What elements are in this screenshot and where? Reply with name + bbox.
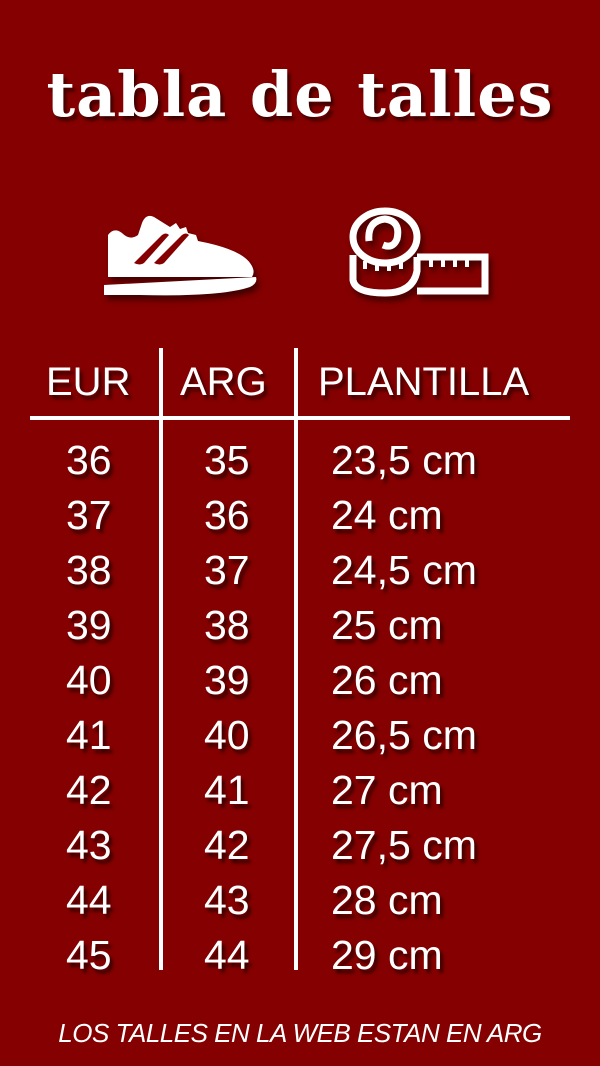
plantilla-cell: 26 cm xyxy=(331,657,443,703)
header-plantilla: PLANTILLA xyxy=(318,360,530,404)
eur-cell: 41 xyxy=(66,712,112,758)
eur-cell: 38 xyxy=(66,547,112,593)
plantilla-cell: 23,5 cm xyxy=(331,437,477,483)
header-eur: EUR xyxy=(46,360,131,404)
plantilla-cell: 25 cm xyxy=(331,602,443,648)
eur-cell: 36 xyxy=(66,437,112,483)
measuring-tape-icon xyxy=(345,205,495,305)
header-arg: ARG xyxy=(180,360,267,404)
plantilla-cell: 24 cm xyxy=(331,492,443,538)
eur-cell: 37 xyxy=(66,492,112,538)
footer-note: LOS TALLES EN LA WEB ESTAN EN ARG xyxy=(58,1018,542,1048)
eur-cell: 42 xyxy=(66,767,112,813)
plantilla-cell: 29 cm xyxy=(331,932,443,978)
arg-cell: 39 xyxy=(204,657,250,703)
header-divider xyxy=(30,416,570,420)
arg-cell: 43 xyxy=(204,877,250,923)
eur-cell: 44 xyxy=(66,877,112,923)
plantilla-cell: 28 cm xyxy=(331,877,443,923)
plantilla-cell: 27,5 cm xyxy=(331,822,477,868)
eur-cell: 40 xyxy=(66,657,112,703)
arg-cell: 38 xyxy=(204,602,250,648)
arg-cell: 40 xyxy=(204,712,250,758)
column-divider xyxy=(159,348,163,970)
sneaker-icon xyxy=(100,205,260,305)
arg-cell: 37 xyxy=(204,547,250,593)
eur-cell: 45 xyxy=(66,932,112,978)
column-divider xyxy=(294,348,298,970)
eur-cell: 43 xyxy=(66,822,112,868)
arg-cell: 35 xyxy=(204,437,250,483)
arg-cell: 36 xyxy=(204,492,250,538)
arg-cell: 44 xyxy=(204,932,250,978)
eur-cell: 39 xyxy=(66,602,112,648)
arg-cell: 42 xyxy=(204,822,250,868)
page-title: tabla de talles xyxy=(46,58,554,131)
plantilla-cell: 27 cm xyxy=(331,767,443,813)
plantilla-cell: 26,5 cm xyxy=(331,712,477,758)
plantilla-cell: 24,5 cm xyxy=(331,547,477,593)
arg-cell: 41 xyxy=(204,767,250,813)
